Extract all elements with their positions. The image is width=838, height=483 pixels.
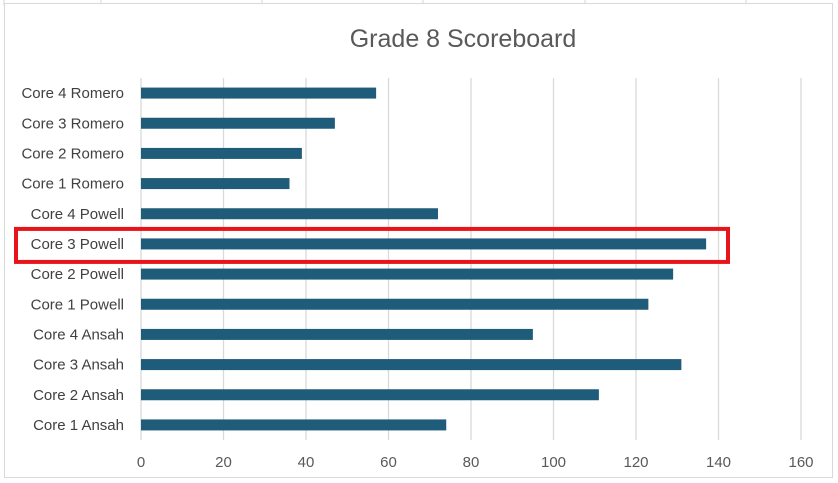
x-tick-label-100: 100 xyxy=(541,454,566,471)
x-tick-label-40: 40 xyxy=(298,454,315,471)
bar-core-2-powell xyxy=(141,268,674,280)
category-label-core-2-powell: Core 2 Powell xyxy=(31,266,124,283)
category-label-core-4-ansah: Core 4 Ansah xyxy=(33,326,124,343)
category-label-core-1-romero: Core 1 Romero xyxy=(21,176,124,193)
x-tick-label-160: 160 xyxy=(788,454,813,471)
x-tick-label-60: 60 xyxy=(380,454,397,471)
category-label-core-1-ansah: Core 1 Ansah xyxy=(33,417,124,434)
category-label-core-1-powell: Core 1 Powell xyxy=(31,296,124,313)
category-label-core-3-romero: Core 3 Romero xyxy=(21,115,124,132)
x-tick-label-120: 120 xyxy=(623,454,648,471)
category-label-core-4-romero: Core 4 Romero xyxy=(21,85,124,102)
category-label-core-4-powell: Core 4 Powell xyxy=(31,206,124,223)
bar-core-1-powell xyxy=(141,298,649,310)
category-label-core-2-romero: Core 2 Romero xyxy=(21,145,124,162)
x-tick-label-140: 140 xyxy=(706,454,731,471)
bar-core-4-ansah xyxy=(141,328,533,340)
x-tick-label-20: 20 xyxy=(215,454,232,471)
bar-core-2-ansah xyxy=(141,389,599,401)
bar-core-3-romero xyxy=(141,117,335,129)
category-label-core-3-powell: Core 3 Powell xyxy=(31,236,124,253)
highlight-box xyxy=(14,226,730,264)
chart-area[interactable]: Grade 8 Scoreboard Core 1 Ansah Core 2 An… xyxy=(4,3,833,478)
chart-title: Grade 8 Scoreboard xyxy=(350,25,577,53)
category-label-core-3-ansah: Core 3 Ansah xyxy=(33,357,124,374)
x-tick-label-0: 0 xyxy=(137,454,145,471)
bar-core-4-powell xyxy=(141,208,438,220)
bar-core-2-romero xyxy=(141,147,302,159)
bar-core-3-ansah xyxy=(141,359,682,371)
bar-core-4-romero xyxy=(141,87,377,99)
x-tick-label-80: 80 xyxy=(463,454,480,471)
bar-core-1-ansah xyxy=(141,419,447,431)
gridlines xyxy=(140,78,802,440)
bar-core-3-powell xyxy=(141,238,707,250)
bar-chart: Grade 8 Scoreboard Core 1 Ansah Core 2 An… xyxy=(14,25,814,471)
x-axis-tick-labels: 0 20 40 60 80 100 120 140 160 xyxy=(137,454,814,471)
category-labels: Core 1 Ansah Core 2 Ansah Core 3 Ansah Core… xyxy=(21,85,124,434)
category-label-core-2-ansah: Core 2 Ansah xyxy=(33,387,124,404)
bar-core-1-romero xyxy=(141,178,290,190)
bars xyxy=(141,87,707,431)
